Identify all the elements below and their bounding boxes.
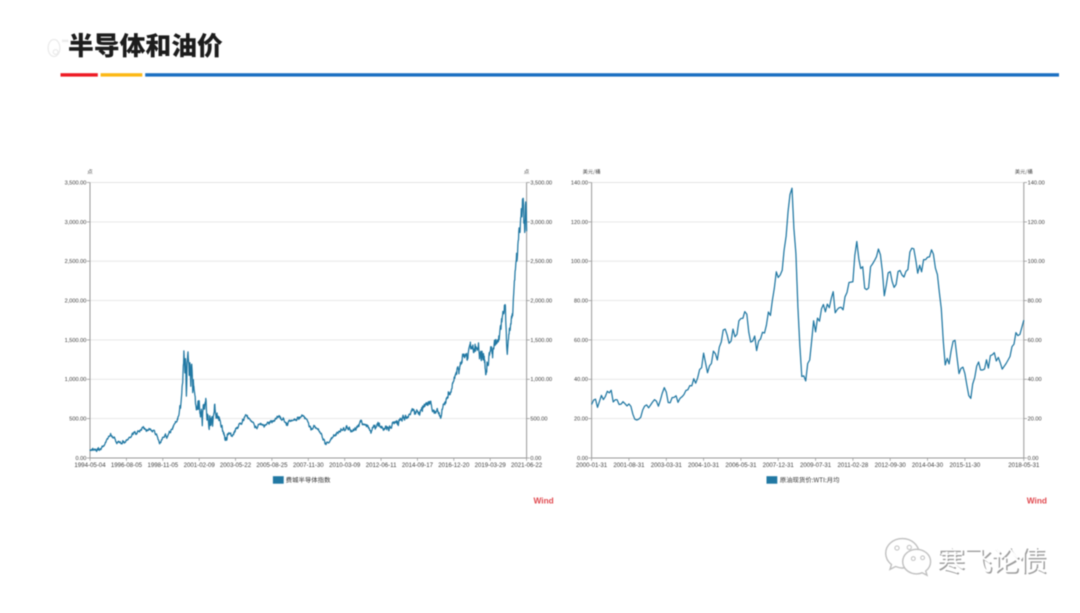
svg-text:80.00: 80.00 bbox=[1028, 299, 1042, 305]
svg-text:2003-03-31: 2003-03-31 bbox=[651, 462, 683, 469]
svg-text:2000-01-31: 2000-01-31 bbox=[576, 462, 608, 469]
svg-text:1994-05-04: 1994-05-04 bbox=[74, 462, 106, 469]
svg-text:40.00: 40.00 bbox=[1028, 377, 1042, 383]
svg-text:2014-09-17: 2014-09-17 bbox=[402, 462, 434, 469]
svg-text:2,500.00: 2,500.00 bbox=[530, 259, 552, 265]
svg-text:140.00: 140.00 bbox=[571, 180, 588, 186]
svg-text:2016-12-20: 2016-12-20 bbox=[438, 462, 470, 469]
svg-text:2012-09-30: 2012-09-30 bbox=[875, 462, 907, 469]
svg-text:2015-11-30: 2015-11-30 bbox=[950, 462, 981, 469]
svg-text:60.00: 60.00 bbox=[574, 338, 588, 344]
svg-text:1,500.00: 1,500.00 bbox=[65, 338, 87, 344]
svg-text:100.00: 100.00 bbox=[571, 259, 588, 265]
svg-text:2,500.00: 2,500.00 bbox=[65, 259, 87, 265]
svg-text:60.00: 60.00 bbox=[1028, 338, 1042, 344]
svg-text:140.00: 140.00 bbox=[1028, 180, 1045, 186]
svg-text:120.00: 120.00 bbox=[571, 220, 588, 226]
svg-text:2006-05-31: 2006-05-31 bbox=[725, 462, 757, 469]
svg-text:2018-05-31: 2018-05-31 bbox=[1008, 462, 1040, 469]
svg-text:1996-08-05: 1996-08-05 bbox=[111, 462, 143, 469]
svg-text:2011-02-28: 2011-02-28 bbox=[838, 462, 869, 469]
svg-text:20.00: 20.00 bbox=[574, 417, 588, 423]
svg-text:3,500.00: 3,500.00 bbox=[65, 180, 87, 186]
svg-text:2014-04-30: 2014-04-30 bbox=[912, 462, 944, 469]
svg-text:Wind: Wind bbox=[534, 495, 554, 505]
svg-text:2010-03-09: 2010-03-09 bbox=[329, 462, 361, 469]
svg-text:2001-02-09: 2001-02-09 bbox=[184, 462, 216, 469]
svg-text:2004-10-31: 2004-10-31 bbox=[688, 462, 720, 469]
svg-text:1998-11-05: 1998-11-05 bbox=[147, 462, 178, 469]
svg-text:2012-06-11: 2012-06-11 bbox=[366, 462, 397, 469]
svg-text:2005-08-25: 2005-08-25 bbox=[256, 462, 288, 469]
svg-text:0.00: 0.00 bbox=[1028, 456, 1039, 462]
svg-text:500.00: 500.00 bbox=[530, 417, 547, 423]
svg-text:1,000.00: 1,000.00 bbox=[530, 377, 552, 383]
svg-text:3,500.00: 3,500.00 bbox=[530, 180, 552, 186]
svg-text:1,000.00: 1,000.00 bbox=[65, 377, 87, 383]
svg-text:3,000.00: 3,000.00 bbox=[530, 220, 552, 226]
svg-text:2007-12-31: 2007-12-31 bbox=[763, 462, 795, 469]
svg-text:2003-05-22: 2003-05-22 bbox=[220, 462, 252, 469]
svg-text:500.00: 500.00 bbox=[69, 417, 86, 423]
svg-text:Wind: Wind bbox=[1027, 495, 1047, 505]
svg-text:0.00: 0.00 bbox=[76, 456, 87, 462]
svg-text:20.00: 20.00 bbox=[1028, 417, 1042, 423]
svg-text:2009-07-31: 2009-07-31 bbox=[800, 462, 832, 469]
svg-text:0.00: 0.00 bbox=[577, 456, 588, 462]
svg-text:2,000.00: 2,000.00 bbox=[65, 299, 87, 305]
svg-text:40.00: 40.00 bbox=[574, 377, 588, 383]
svg-text:3,000.00: 3,000.00 bbox=[65, 220, 87, 226]
svg-text:80.00: 80.00 bbox=[574, 299, 588, 305]
svg-text:2,000.00: 2,000.00 bbox=[530, 299, 552, 305]
svg-text:0.00: 0.00 bbox=[530, 456, 541, 462]
svg-text:120.00: 120.00 bbox=[1028, 220, 1045, 226]
svg-text:100.00: 100.00 bbox=[1028, 259, 1045, 265]
svg-text:2007-11-30: 2007-11-30 bbox=[293, 462, 324, 469]
svg-text:2001-08-31: 2001-08-31 bbox=[613, 462, 645, 469]
svg-text:2021-06-22: 2021-06-22 bbox=[511, 462, 543, 469]
svg-text:2019-03-29: 2019-03-29 bbox=[475, 462, 507, 469]
svg-text:1,500.00: 1,500.00 bbox=[530, 338, 552, 344]
